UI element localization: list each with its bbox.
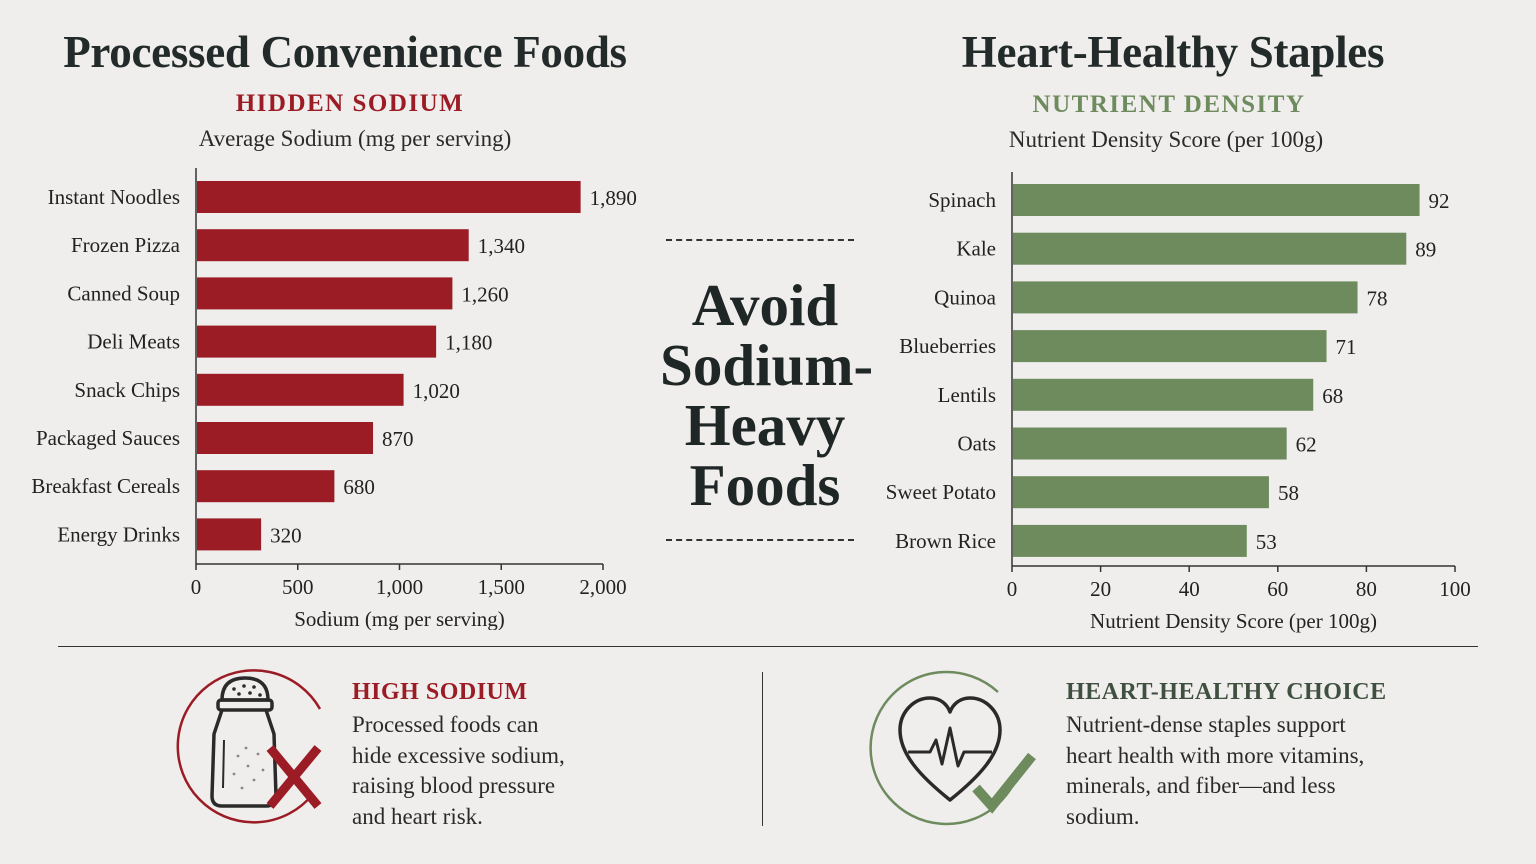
center-line-2: Sodium- (660, 332, 874, 398)
bar (1013, 330, 1327, 363)
value-label: 1,890 (590, 186, 637, 210)
x-tick-label: 2,000 (579, 575, 626, 599)
footer-right-line: heart health with more vitamins, (1066, 742, 1365, 768)
value-label: 1,340 (478, 234, 525, 258)
bar (1013, 427, 1287, 460)
center-line-4: Foods (689, 452, 841, 518)
x-tick-label: 500 (282, 575, 314, 599)
center-line-3: Heavy (684, 392, 846, 458)
bar (1013, 232, 1407, 265)
bar (1013, 524, 1247, 557)
x-tick-label: 1,000 (376, 575, 423, 599)
left-panel-kicker: HIDDEN SODIUM (235, 90, 465, 117)
category-label: Oats (958, 432, 997, 456)
category-label: Spinach (928, 188, 996, 212)
bar (197, 277, 453, 310)
category-label: Kale (956, 237, 996, 261)
x-tick-label: 60 (1267, 577, 1288, 601)
right-panel-subtitle: Nutrient Density Score (per 100g) (1008, 127, 1324, 152)
footer-divider (58, 646, 1478, 647)
x-tick-label: 80 (1356, 577, 1377, 601)
footer-left-title: HIGH SODIUM (352, 679, 528, 705)
value-label: 53 (1256, 530, 1277, 554)
footer-right-text: Nutrient-dense staples support heart hea… (1066, 710, 1466, 832)
bar (197, 470, 335, 503)
value-label: 92 (1429, 189, 1450, 213)
category-label: Quinoa (934, 285, 997, 309)
center-line-1: Avoid (691, 272, 839, 338)
category-label: Lentils (938, 383, 996, 407)
category-label: Energy Drinks (57, 522, 180, 546)
footer-right-line: Nutrient-dense staples support (1066, 712, 1346, 737)
footer-left-text: Processed foods can hide excessive sodiu… (352, 710, 652, 832)
bar (197, 373, 404, 406)
bar (1013, 281, 1358, 314)
value-label: 58 (1278, 481, 1299, 505)
footer-center-divider (762, 672, 763, 826)
heart-check-icon (869, 670, 1036, 826)
right-panel-kicker: NUTRIENT DENSITY (1032, 91, 1306, 118)
bar (197, 325, 437, 358)
center-message: Avoid Sodium- Heavy Foods (660, 272, 874, 518)
sodium-bar-chart: Instant Noodles 1,890 Frozen Pizza 1,340 Can… (31, 168, 637, 630)
bar (197, 422, 374, 454)
nutrient-bar-chart: Spinach 92 Kale 89 Quinoa 78 Blueberries 71 Lent… (886, 172, 1471, 633)
value-label: 62 (1296, 433, 1317, 457)
footer-left-line: Processed foods can (352, 712, 539, 737)
value-label: 71 (1336, 335, 1357, 359)
left-panel-subtitle: Average Sodium (mg per serving) (198, 126, 512, 151)
footer-left-line: hide excessive sodium, (352, 742, 565, 768)
x-tick-label: 20 (1090, 577, 1111, 601)
value-label: 870 (382, 427, 414, 451)
salt-shaker-x-icon (176, 669, 322, 824)
value-label: 78 (1367, 286, 1388, 310)
value-label: 1,180 (445, 331, 492, 355)
bar (1013, 378, 1314, 411)
footer-left-line: raising blood pressure (352, 773, 556, 798)
x-axis-label: Nutrient Density Score (per 100g) (1090, 609, 1377, 633)
value-label: 1,260 (461, 282, 508, 306)
category-label: Snack Chips (74, 378, 180, 402)
center-top-divider (666, 239, 854, 241)
category-label: Breakfast Cereals (31, 474, 180, 498)
value-label: 68 (1322, 384, 1343, 408)
left-panel-title: Processed Convenience Foods (63, 27, 627, 77)
x-tick-label: 0 (191, 575, 202, 599)
category-label: Deli Meats (87, 330, 180, 354)
value-label: 1,020 (413, 379, 460, 403)
footer-right-line: sodium. (1066, 803, 1140, 829)
category-label: Frozen Pizza (71, 233, 181, 257)
bar (1013, 476, 1269, 509)
footer-left-line: and heart risk. (352, 803, 483, 829)
bar (197, 229, 469, 262)
footer-right-line: minerals, and fiber—and less (1066, 773, 1336, 798)
category-label: Sweet Potato (886, 480, 996, 504)
x-tick-label: 0 (1007, 577, 1018, 601)
footer-right-title: HEART-HEALTHY CHOICE (1066, 679, 1387, 705)
value-label: 89 (1415, 238, 1436, 262)
category-label: Brown Rice (895, 529, 996, 553)
x-tick-label: 1,500 (478, 575, 525, 599)
x-tick-label: 40 (1179, 577, 1200, 601)
bar (197, 518, 262, 551)
category-label: Packaged Sauces (36, 426, 180, 450)
category-label: Canned Soup (67, 281, 180, 305)
value-label: 320 (270, 523, 302, 547)
value-label: 680 (343, 475, 375, 499)
x-axis-label: Sodium (mg per serving) (294, 607, 505, 630)
center-bottom-divider (666, 539, 854, 541)
bar (197, 181, 581, 213)
right-panel-title: Heart-Healthy Staples (961, 27, 1385, 77)
bar (1013, 184, 1420, 216)
category-label: Blueberries (899, 334, 996, 358)
x-tick-label: 100 (1439, 577, 1471, 601)
category-label: Instant Noodles (48, 185, 180, 209)
